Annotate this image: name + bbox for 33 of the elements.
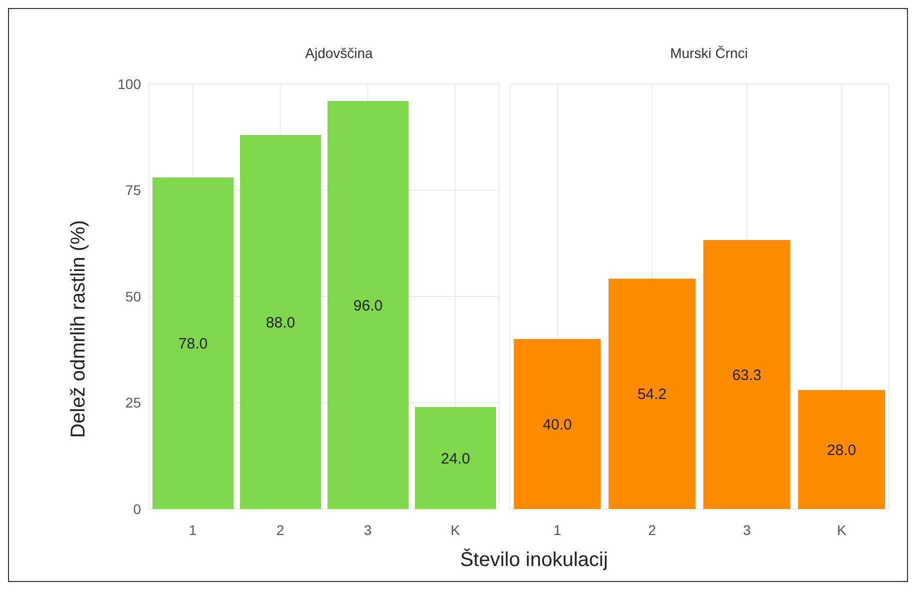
y-tick-label: 50 (125, 288, 142, 304)
y-tick-label: 75 (125, 182, 142, 198)
bar (152, 178, 234, 509)
chart-title: Ajdovščina (304, 45, 374, 61)
x-tick-label: 1 (188, 522, 197, 538)
x-tick-label: 2 (648, 522, 656, 538)
y-tick-label: 100 (118, 76, 142, 92)
y-axis-title: Delež odmrlih rastlin (%) (68, 220, 90, 438)
bar (328, 101, 408, 509)
data-label: 24.0 (440, 450, 470, 468)
x-tick-label: 2 (276, 522, 284, 538)
bar (798, 390, 886, 509)
x-tick-label: 3 (364, 522, 372, 538)
x-tick-label: K (836, 522, 847, 538)
y-tick-label: 0 (133, 500, 142, 517)
data-label: 63.3 (732, 366, 762, 384)
data-label: 40.0 (542, 416, 572, 434)
x-tick-label: 3 (742, 522, 751, 538)
bar (415, 407, 496, 509)
bar (608, 278, 696, 509)
bar (240, 135, 321, 509)
data-label: 78.0 (178, 336, 208, 353)
x-tick-label: K (450, 522, 461, 538)
y-tick-label: 25 (125, 394, 142, 411)
x-axis-title: Število inokulacij (459, 549, 609, 572)
bar (703, 240, 790, 509)
data-label: 88.0 (266, 314, 296, 332)
x-tick-label: 1 (553, 522, 562, 538)
data-label: 96.0 (353, 297, 383, 314)
bar (514, 339, 601, 509)
data-label: 54.2 (637, 386, 667, 404)
chart-title: Murski Črnci (669, 45, 749, 61)
data-label: 28.0 (826, 442, 856, 459)
